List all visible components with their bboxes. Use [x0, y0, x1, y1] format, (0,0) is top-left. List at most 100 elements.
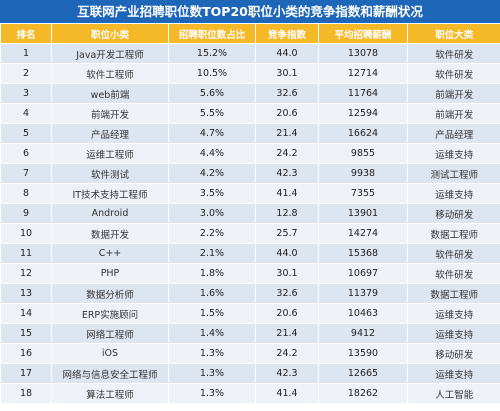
cell-salary: 13901	[318, 203, 408, 224]
table-row: 11 C++ 2.1% 44.0 15368 软件研发	[0, 243, 500, 264]
cell-job: IT技术支持工程师	[51, 183, 169, 204]
cell-competition: 41.4	[255, 183, 319, 204]
cell-salary: 13078	[318, 43, 408, 64]
cell-job: web前端	[51, 83, 169, 104]
cell-category: 人工智能	[407, 383, 500, 404]
cell-job: 网络工程师	[51, 323, 169, 344]
cell-category: 软件研发	[407, 263, 500, 284]
table-row: 8 IT技术支持工程师 3.5% 41.4 7355 运维支持	[0, 183, 500, 204]
table-row: 15 网络工程师 1.4% 21.4 9412 运维支持	[0, 323, 500, 344]
cell-salary: 15368	[318, 243, 408, 264]
cell-rank: 18	[0, 383, 52, 404]
cell-category: 运维支持	[407, 323, 500, 344]
cell-share: 5.6%	[168, 83, 256, 104]
cell-category: 前端开发	[407, 83, 500, 104]
table-row: 13 数据分析师 1.6% 32.6 11379 数据工程师	[0, 283, 500, 304]
cell-rank: 12	[0, 263, 52, 284]
cell-rank: 13	[0, 283, 52, 304]
table-row: 1 Java开发工程师 15.2% 44.0 13078 软件研发	[0, 43, 500, 64]
table-row: 12 PHP 1.8% 30.1 10697 软件研发	[0, 263, 500, 284]
table-row: 16 iOS 1.3% 24.2 13590 移动研发	[0, 343, 500, 364]
cell-rank: 6	[0, 143, 52, 164]
cell-category: 数据工程师	[407, 283, 500, 304]
cell-share: 1.3%	[168, 363, 256, 384]
cell-rank: 16	[0, 343, 52, 364]
cell-category: 移动研发	[407, 203, 500, 224]
cell-share: 1.3%	[168, 343, 256, 364]
table-row: 7 软件测试 4.2% 42.3 9938 测试工程师	[0, 163, 500, 184]
cell-salary: 9855	[318, 143, 408, 164]
table-title: 互联网产业招聘职位数TOP20职位小类的竞争指数和薪酬状况	[0, 0, 500, 23]
cell-salary: 12714	[318, 63, 408, 84]
cell-competition: 30.1	[255, 63, 319, 84]
cell-category: 前端开发	[407, 103, 500, 124]
cell-competition: 44.0	[255, 243, 319, 264]
cell-rank: 1	[0, 43, 52, 64]
cell-category: 运维支持	[407, 183, 500, 204]
header-share: 招聘职位数占比	[168, 24, 256, 44]
cell-salary: 18262	[318, 383, 408, 404]
cell-category: 软件研发	[407, 243, 500, 264]
cell-job: Android	[51, 203, 169, 224]
cell-job: iOS	[51, 343, 169, 364]
table-row: 10 数据开发 2.2% 25.7 14274 数据工程师	[0, 223, 500, 244]
cell-share: 5.5%	[168, 103, 256, 124]
cell-salary: 10697	[318, 263, 408, 284]
cell-salary: 11379	[318, 283, 408, 304]
cell-share: 1.6%	[168, 283, 256, 304]
cell-share: 3.0%	[168, 203, 256, 224]
cell-job: Java开发工程师	[51, 43, 169, 64]
cell-competition: 24.2	[255, 143, 319, 164]
cell-category: 数据工程师	[407, 223, 500, 244]
cell-rank: 17	[0, 363, 52, 384]
cell-salary: 13590	[318, 343, 408, 364]
cell-rank: 3	[0, 83, 52, 104]
cell-share: 2.2%	[168, 223, 256, 244]
cell-job: ERP实施顾问	[51, 303, 169, 324]
cell-category: 测试工程师	[407, 163, 500, 184]
table-row: 4 前端开发 5.5% 20.6 12594 前端开发	[0, 103, 500, 124]
table-row: 3 web前端 5.6% 32.6 11764 前端开发	[0, 83, 500, 104]
cell-competition: 25.7	[255, 223, 319, 244]
table-row: 18 算法工程师 1.3% 41.4 18262 人工智能	[0, 383, 500, 404]
cell-rank: 7	[0, 163, 52, 184]
cell-salary: 7355	[318, 183, 408, 204]
cell-share: 2.1%	[168, 243, 256, 264]
cell-job: C++	[51, 243, 169, 264]
header-row: 排名 职位小类 招聘职位数占比 竞争指数 平均招聘薪酬 职位大类	[0, 24, 500, 44]
cell-category: 移动研发	[407, 343, 500, 364]
cell-share: 4.2%	[168, 163, 256, 184]
table-row: 2 软件工程师 10.5% 30.1 12714 软件研发	[0, 63, 500, 84]
cell-rank: 5	[0, 123, 52, 144]
cell-salary: 9938	[318, 163, 408, 184]
cell-competition: 30.1	[255, 263, 319, 284]
cell-share: 1.4%	[168, 323, 256, 344]
table-row: 17 网络与信息安全工程师 1.3% 42.3 12665 运维支持	[0, 363, 500, 384]
cell-rank: 4	[0, 103, 52, 124]
cell-competition: 41.4	[255, 383, 319, 404]
cell-share: 3.5%	[168, 183, 256, 204]
table-row: 5 产品经理 4.7% 21.4 16624 产品经理	[0, 123, 500, 144]
header-category: 职位大类	[407, 24, 500, 44]
cell-job: 数据分析师	[51, 283, 169, 304]
cell-job: 数据开发	[51, 223, 169, 244]
cell-competition: 24.2	[255, 343, 319, 364]
cell-job: 算法工程师	[51, 383, 169, 404]
cell-competition: 20.6	[255, 103, 319, 124]
cell-share: 4.7%	[168, 123, 256, 144]
cell-rank: 11	[0, 243, 52, 264]
header-competition: 竞争指数	[255, 24, 319, 44]
cell-competition: 21.4	[255, 123, 319, 144]
cell-competition: 32.6	[255, 283, 319, 304]
cell-category: 运维支持	[407, 303, 500, 324]
cell-job: 运维工程师	[51, 143, 169, 164]
cell-job: PHP	[51, 263, 169, 284]
cell-competition: 21.4	[255, 323, 319, 344]
cell-competition: 32.6	[255, 83, 319, 104]
cell-share: 1.3%	[168, 383, 256, 404]
cell-category: 产品经理	[407, 123, 500, 144]
cell-competition: 42.3	[255, 363, 319, 384]
cell-competition: 20.6	[255, 303, 319, 324]
header-job: 职位小类	[51, 24, 169, 44]
